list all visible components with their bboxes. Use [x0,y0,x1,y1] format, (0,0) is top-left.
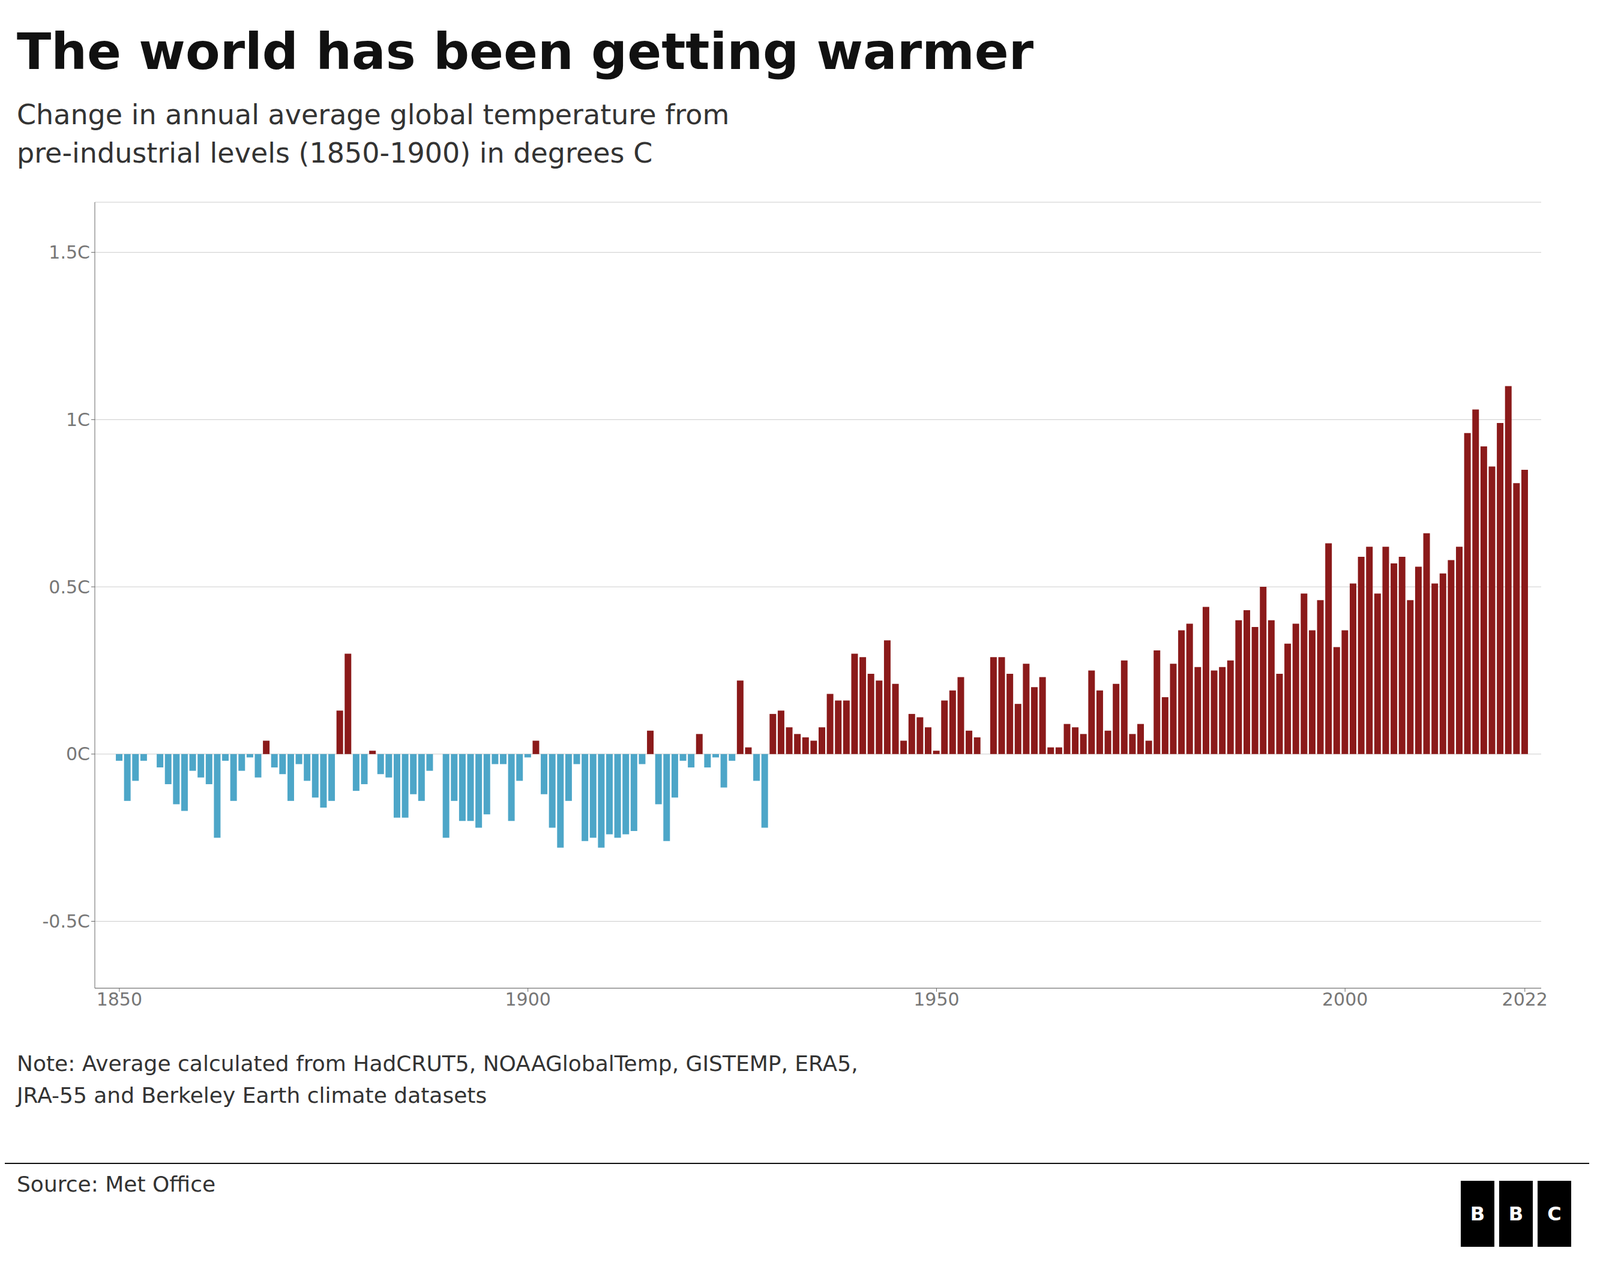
svg-text:0C: 0C [66,744,91,766]
svg-text:1900: 1900 [504,989,551,1011]
svg-text:1.5C: 1.5C [48,242,91,264]
svg-text:1950: 1950 [913,989,960,1011]
html-text:C: C [1547,1202,1562,1226]
svg-text:1C: 1C [66,409,91,431]
svg-text:-0.5C: -0.5C [42,911,91,933]
html-text:Note: Average calculated from: Note: Average calculated from HadCRUT5, … [16,1051,858,1108]
svg-text:1850: 1850 [96,989,143,1011]
html-text:B: B [1470,1202,1485,1226]
html-text:B: B [1508,1202,1524,1226]
svg-text:2000: 2000 [1322,989,1368,1011]
html-text:Source: Met Office: Source: Met Office [16,1172,216,1197]
svg-text:2022: 2022 [1502,989,1548,1011]
html-text:Change in annual average globa: Change in annual average global temperat… [16,98,730,170]
html-text:The world has been getting war: The world has been getting warmer [16,22,1034,82]
svg-text:0.5C: 0.5C [48,576,91,598]
